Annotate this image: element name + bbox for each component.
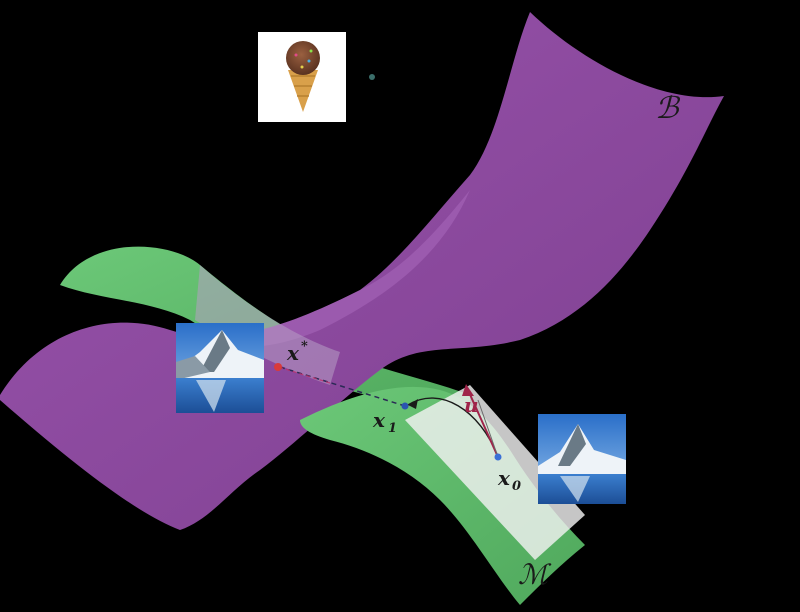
label-x1: x: [372, 408, 386, 432]
geodesic-arrowhead: [408, 399, 418, 409]
mountain-image-right: [538, 414, 626, 504]
vector-u: [467, 389, 499, 458]
label-u: u: [464, 393, 479, 417]
tangent-direction: [477, 399, 499, 458]
manifold-m-front: [300, 386, 585, 605]
mountain-image-left: [176, 323, 264, 413]
manifold-b-highlight: [170, 190, 470, 347]
label-x-star: x: [286, 341, 300, 365]
label-x1-sub: 1: [388, 421, 397, 436]
ice-cream-image: [258, 32, 346, 122]
label-manifold-b: ℬ: [655, 91, 681, 126]
ice-cream-point: [369, 74, 375, 80]
projection-dashed-line-far: [281, 367, 331, 384]
label-x0-sub: 0: [512, 479, 521, 494]
intersection-shade: [195, 265, 340, 385]
vector-u-arrowhead: [462, 384, 474, 396]
label-x0: x: [497, 466, 511, 490]
label-x-star-sup: *: [301, 339, 308, 354]
point-x0: [494, 453, 502, 461]
point-x-star: [274, 363, 282, 371]
point-x1: [401, 402, 409, 410]
label-manifold-m: ℳ: [518, 558, 552, 591]
tangent-plane: [405, 385, 585, 560]
